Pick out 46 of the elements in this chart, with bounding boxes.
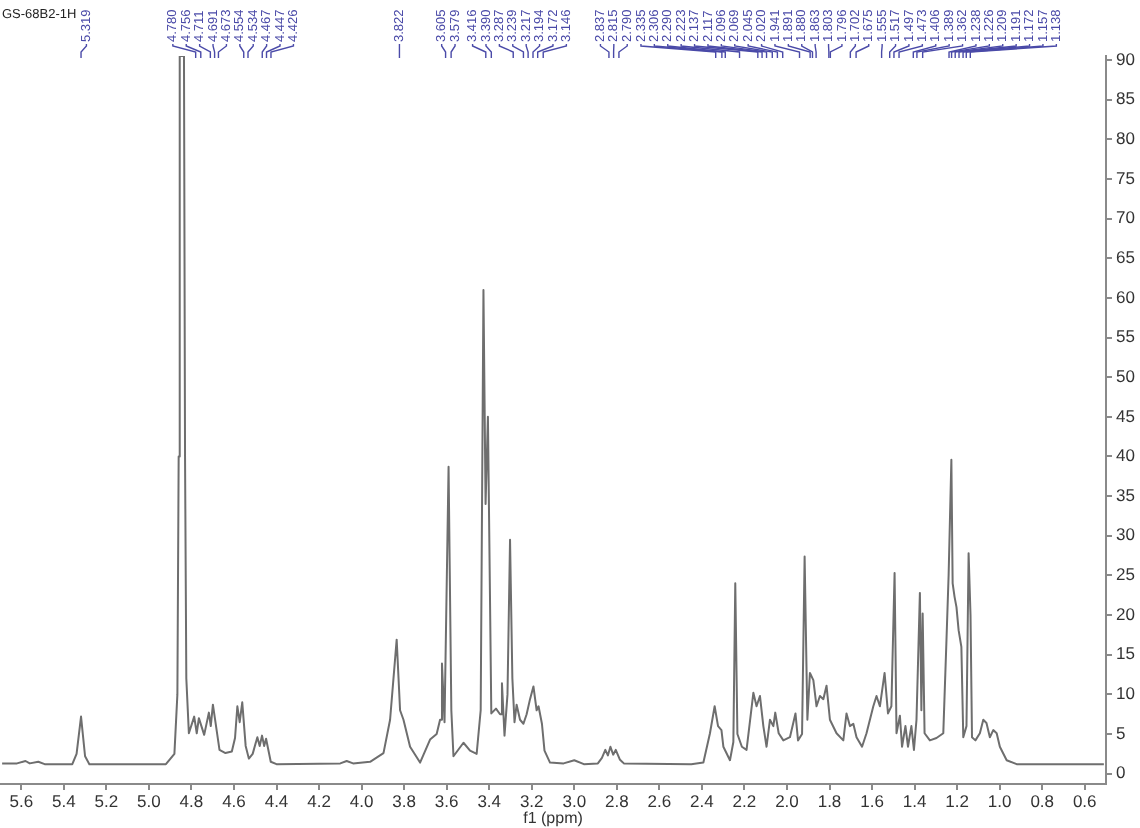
y-tick-label: 10: [1116, 683, 1136, 704]
y-tick-label: 90: [1116, 48, 1136, 69]
x-tick-label: 3.8: [392, 790, 417, 811]
x-tick-label: 0.8: [1030, 790, 1055, 811]
y-tick-label: 30: [1116, 524, 1136, 545]
x-tick-label: 2.2: [732, 790, 757, 811]
x-tick-label: 5.0: [137, 790, 162, 811]
y-tick-label: 65: [1116, 246, 1136, 267]
y-tick-label: 0: [1116, 762, 1126, 783]
y-tick-label: 25: [1116, 564, 1136, 585]
x-tick-label: 0.6: [1072, 790, 1098, 811]
x-tick-label: 2.4: [690, 790, 715, 811]
x-axis-title: f1 (ppm): [523, 808, 584, 827]
y-tick-label: 50: [1116, 365, 1136, 386]
x-tick-label: 1.0: [987, 790, 1012, 811]
x-tick-label: 1.2: [945, 790, 970, 811]
y-tick-label: 70: [1116, 207, 1136, 228]
x-tick-label: 3.4: [477, 790, 502, 811]
x-tick-label: 2.6: [647, 790, 672, 811]
y-tick-label: 20: [1116, 603, 1136, 624]
x-tick-label: 4.6: [222, 790, 247, 811]
x-tick-label: 4.4: [264, 790, 289, 811]
x-tick-label: 5.4: [51, 790, 77, 811]
y-tick-label: 85: [1116, 88, 1136, 109]
x-tick-label: 1.8: [817, 790, 842, 811]
y-tick-label: 15: [1116, 643, 1136, 664]
y-tick-label: 60: [1116, 286, 1136, 307]
x-tick-label: 2.0: [775, 790, 800, 811]
x-tick-label: 1.4: [902, 790, 927, 811]
x-tick-label: 1.6: [860, 790, 885, 811]
x-tick-label: 3.0: [562, 790, 587, 811]
y-tick-label: 75: [1116, 167, 1136, 188]
x-tick-label: 5.6: [9, 790, 34, 811]
x-tick-label: 5.2: [94, 790, 119, 811]
x-tick-label: 3.6: [434, 790, 459, 811]
x-tick-label: 4.0: [349, 790, 374, 811]
y-tick-label: 55: [1116, 326, 1136, 347]
y-tick-label: 5: [1116, 722, 1126, 743]
y-tick-label: 35: [1116, 484, 1136, 505]
y-tick-label: 80: [1116, 127, 1136, 148]
y-tick-label: 40: [1116, 445, 1136, 466]
y-tick-label: 45: [1116, 405, 1136, 426]
x-tick-label: 4.2: [307, 790, 332, 811]
x-tick-label: 2.8: [604, 790, 630, 811]
x-tick-label: 3.2: [519, 790, 545, 811]
x-tick-label: 4.8: [179, 790, 204, 811]
